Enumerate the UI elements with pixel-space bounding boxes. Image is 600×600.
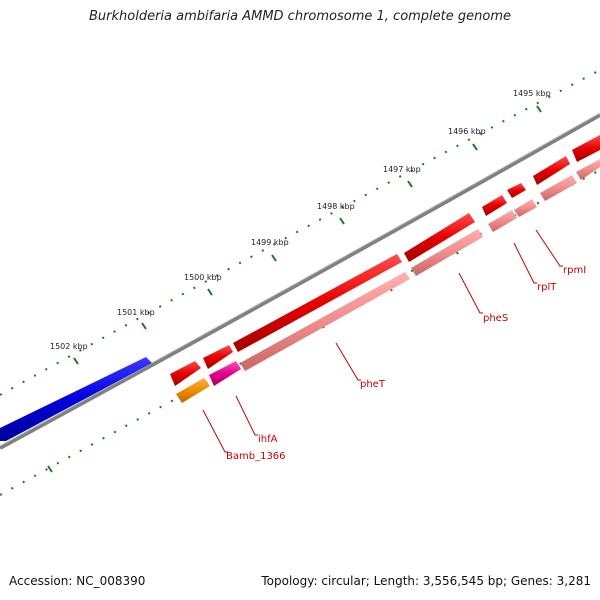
major-tick [472,143,478,151]
kbp-label: 1497 kbp [383,165,421,174]
genome-stats-text: Topology: circular; Length: 3,556,545 bp… [261,574,591,588]
map-title: Burkholderia ambifaria AMMD chromosome 1… [88,9,512,24]
outer-minor-ticks [0,69,600,396]
label-leaders [202,229,563,453]
major-tick [407,180,413,188]
gene-red-arrow-1[interactable] [170,361,201,386]
gene-red-arrow-4[interactable] [404,213,475,262]
gene-label-rplT[interactable]: rplT [537,282,557,293]
leader-rplT [513,242,537,284]
major-tick [536,105,542,113]
leader-bamb-1366 [202,409,228,453]
major-tick [47,465,53,473]
gene-pheT[interactable] [240,272,410,371]
gene-pheS[interactable] [411,229,483,276]
kbp-label: 1501 kbp [117,308,155,317]
gene-red-arrow-8[interactable] [572,135,600,162]
gene-rpmI[interactable] [540,175,577,201]
gene-red-arrow-2[interactable] [203,345,233,369]
gene-label-bamb-1366[interactable]: Bamb_1366 [226,451,286,462]
gene-pink-edge[interactable] [576,159,600,180]
major-tick [339,217,345,225]
gene-label-rpmI[interactable]: rpmI [563,265,586,276]
gene-red-arrow-6[interactable] [507,183,526,198]
kbp-label: 1495 kbp [513,89,551,98]
gene-bamb-1366[interactable] [176,378,210,403]
genome-backbone-highlight [0,112,600,447]
leader-rpmI [535,229,563,267]
kbp-label: 1498 kbp [317,202,355,211]
gene-label-pheT[interactable]: pheT [360,379,386,390]
gene-red-arrow-5[interactable] [482,195,507,216]
leader-pheS [458,272,483,314]
gene-label-ihfA[interactable]: ihfA [258,434,278,445]
major-tick [73,357,79,365]
gene-small-pink[interactable] [514,199,537,217]
kbp-label: 1499 kbp [251,238,289,247]
kbp-label: 1500 kbp [184,273,222,282]
gene-label-pheS[interactable]: pheS [483,313,508,324]
kbp-label: 1496 kbp [448,127,486,136]
genome-backbone [0,113,600,450]
major-tick [271,254,277,262]
gene-ihfA[interactable] [209,361,241,386]
gene-red-arrow-3[interactable] [233,254,402,352]
accession-text: Accession: NC_008390 [9,574,146,588]
gene-rplT[interactable] [488,210,517,232]
gene-red-arrow-7[interactable] [533,156,570,185]
leader-ihfA [235,395,258,436]
outer-tick-ring [0,69,600,396]
leader-pheT [335,342,361,381]
kbp-label: 1502 kbp [50,342,88,351]
major-tick [141,322,147,330]
major-tick [207,288,213,296]
gene-blue-arrow[interactable] [0,357,152,441]
